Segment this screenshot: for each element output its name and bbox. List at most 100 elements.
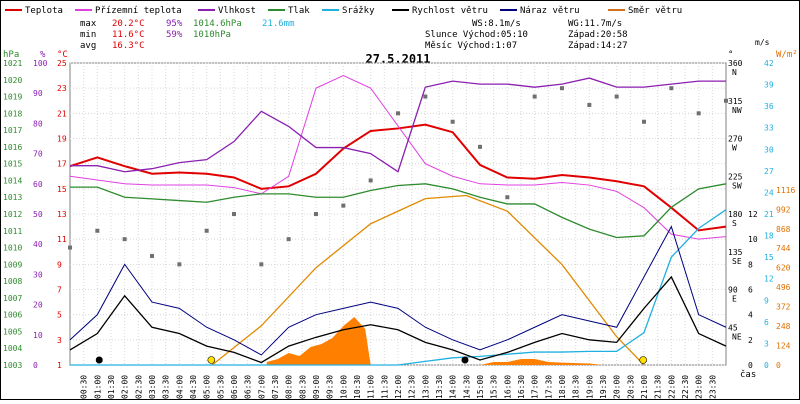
tick-x: 15:00 [476,375,485,399]
tick-x: 11:30 [380,375,389,399]
tick-hpa: 1017 [3,126,22,135]
tick-pct: 30 [33,270,43,279]
tick-x: 19:30 [599,375,608,399]
series-line-rychlost-v-tru [69,275,727,364]
tick-dir-deg: 270 [728,135,743,144]
series-line-vlhkost [70,77,726,173]
tick-c: 19 [57,135,67,144]
tick-wm: 620 [776,264,791,273]
tick-x: 21:00 [640,375,649,399]
tick-dir-cardinal: S [732,219,737,228]
stats-max-label: max [80,19,97,29]
tick-x: 01:00 [93,375,102,399]
wind-direction-point [560,86,564,91]
tick-dir-cardinal: SE [732,257,742,266]
tick-dir-cardinal: E [732,295,737,304]
tick-x: 16:00 [503,375,512,399]
tick-hpa: 1010 [3,244,22,253]
series-lines [69,75,727,366]
tick-x: 02:00 [121,375,130,399]
legend: Teplota Přízemní teplota Vlhkost Tlak Sr… [5,6,682,16]
wind-direction-point [532,94,537,99]
tick-x: 09:00 [312,375,321,399]
wind-direction-point [696,111,701,116]
tick-pct: 40 [33,240,43,249]
axis-deg-unit: ° [728,50,733,60]
tick-mm: 0 [764,361,769,370]
tick-c: 23 [57,84,67,93]
tick-ms: 4 [748,311,753,320]
tick-mm: 3 [764,339,769,348]
tick-c: 5 [57,311,62,320]
tick-dir-cardinal: N [732,68,737,77]
wind-direction-point [450,119,455,124]
tick-c: 17 [57,160,67,169]
wind-direction-point [669,86,674,91]
sun-set-marker [639,356,647,364]
tick-mm: 42 [764,59,774,68]
tick-x: 08:00 [285,375,294,399]
tick-wm: 992 [776,205,791,214]
tick-wm: 248 [776,322,791,331]
series-solar-line [211,194,645,366]
stats-max-press: 1014.6hPa [193,19,242,29]
series-line-n-raz-v-tru [69,225,727,356]
tick-c: 21 [57,109,67,118]
x-axis-label: čas [740,369,756,380]
tick-x: 07:00 [257,375,266,399]
stats-min-temp: 11.6°C [112,30,145,40]
sun-rise-marker [207,356,216,364]
wind-direction-point [396,111,400,116]
tick-mm: 9 [764,296,769,305]
tick-x: 04:00 [175,375,184,399]
tick-ms: 2 [748,336,753,345]
tick-hpa: 1012 [3,210,22,219]
tick-c: 1 [57,361,62,370]
legend-label-srazky: Srážky [342,6,375,16]
tick-x: 09:30 [326,375,335,399]
axis-wm-unit: W/m² [776,50,798,60]
tick-x: 05:30 [216,375,225,399]
tick-x: 16:30 [517,375,526,399]
tick-wm: 744 [776,244,791,253]
tick-pct: 0 [33,361,38,370]
tick-ms: 10 [748,235,758,244]
moon-set-marker [461,356,469,364]
wind-direction-point [341,203,346,208]
tick-hpa: 1020 [3,76,22,85]
wind-direction-point [232,212,236,216]
stats-min-label: min [80,30,96,40]
tick-x: 00:30 [80,375,89,399]
tick-x: 20:00 [613,375,622,399]
tick-pct: 50 [33,210,43,219]
tick-c: 3 [57,336,62,345]
tick-hpa: 1009 [3,260,22,269]
legend-label-teplota: Teplota [25,6,63,16]
stats-rain-total: 21.6mm [262,19,295,29]
tick-pct: 10 [33,331,43,340]
tick-mm: 27 [764,167,774,176]
tick-mm: 18 [764,232,774,241]
tick-wm: 868 [776,225,791,234]
stats-min-hum: 59% [166,30,183,40]
tick-ms: 8 [748,260,753,269]
tick-mm: 6 [764,318,769,327]
tick-c: 15 [57,185,67,194]
tick-x: 22:00 [667,375,676,399]
tick-mm: 15 [764,253,774,262]
tick-x: 03:30 [162,375,171,399]
tick-hpa: 1021 [3,59,22,68]
tick-mm: 39 [764,81,774,90]
tick-ms: 12 [748,210,758,219]
tick-x: 07:30 [271,375,280,399]
tick-x: 19:00 [585,375,594,399]
info-sun-set: Západ:20:58 [568,30,628,40]
tick-x: 06:30 [244,375,253,399]
tick-x: 13:00 [421,375,430,399]
tick-c: 7 [57,286,62,295]
tick-wm: 0 [776,361,781,370]
